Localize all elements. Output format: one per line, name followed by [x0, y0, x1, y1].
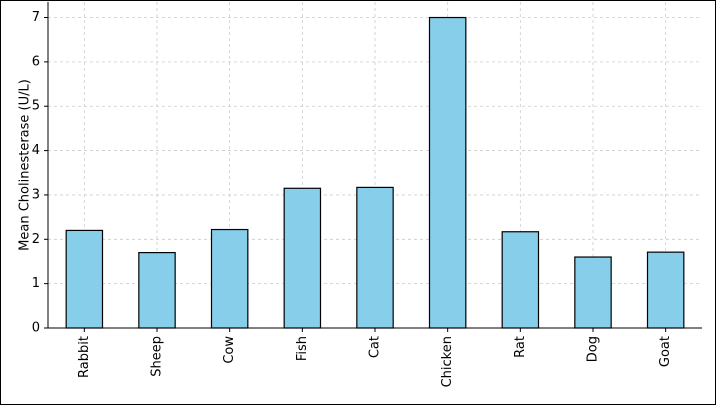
y-tick-label: 0	[32, 321, 40, 336]
bar	[501, 231, 540, 329]
y-tick-label: 1	[32, 276, 40, 291]
bar	[283, 187, 322, 329]
bar	[65, 229, 104, 329]
x-tick-label: Cat	[368, 336, 383, 358]
y-tick-label: 5	[32, 99, 40, 114]
x-tick-label: Sheep	[150, 336, 165, 377]
y-tick-label: 2	[32, 232, 40, 247]
x-tick-label: Goat	[658, 336, 673, 367]
x-tick-label: Fish	[295, 336, 310, 361]
bar	[138, 251, 176, 329]
x-tick-label: Rabbit	[77, 336, 92, 378]
y-tick-label: 7	[32, 10, 40, 25]
y-axis-label: Mean Cholinesterase (U/L)	[18, 79, 33, 251]
bar	[574, 256, 612, 329]
x-tick-label: Rat	[513, 336, 528, 358]
bar	[210, 228, 249, 329]
y-tick-label: 3	[32, 187, 40, 202]
y-tick-label: 6	[32, 54, 40, 69]
bar	[428, 16, 467, 329]
y-tick-label: 4	[32, 143, 40, 158]
bar	[646, 251, 685, 329]
x-tick-label: Chicken	[440, 336, 455, 387]
x-tick-label: Dog	[586, 336, 601, 362]
bar	[356, 186, 394, 329]
x-tick-label: Cow	[222, 336, 237, 364]
